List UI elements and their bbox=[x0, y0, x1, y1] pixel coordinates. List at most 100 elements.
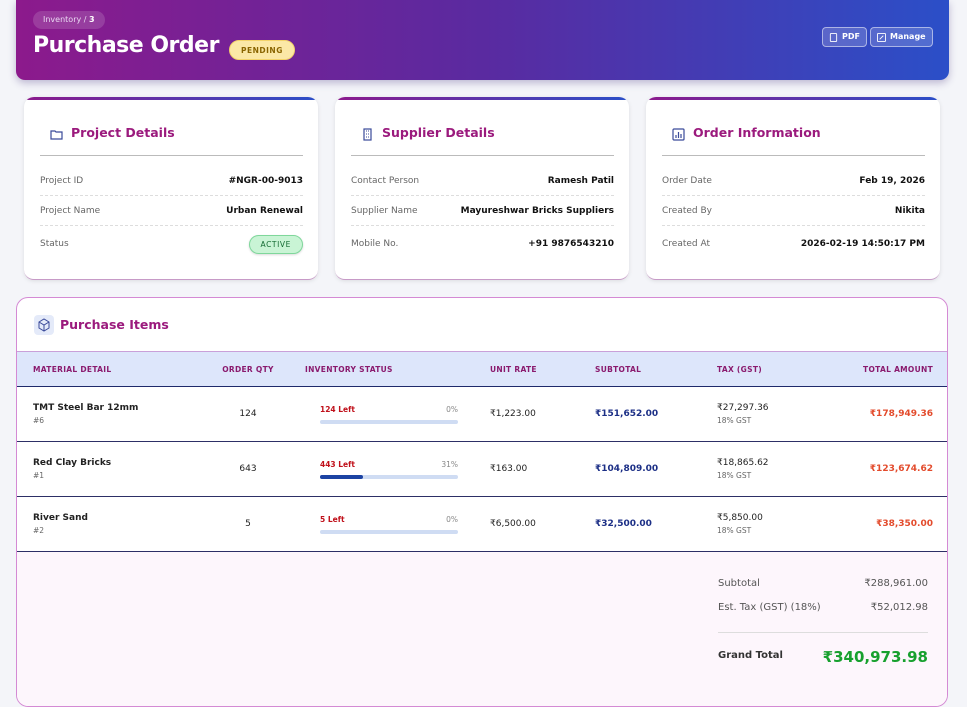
detail-row: Project Name Urban Renewal bbox=[40, 197, 303, 225]
detail-row: Created By Nikita bbox=[662, 197, 925, 225]
stock-left: 5 Left bbox=[320, 514, 345, 524]
divider bbox=[662, 155, 925, 156]
icon bbox=[50, 126, 63, 145]
progress-fill bbox=[320, 474, 363, 479]
value: Mayureshwar Bricks Suppliers bbox=[460, 206, 614, 216]
column-header: INVENTORY STATUS bbox=[289, 351, 474, 387]
cell: 443 Left 31% bbox=[289, 441, 474, 497]
value: +91 9876543210 bbox=[528, 239, 614, 249]
label: Est. Tax (GST) (18%) bbox=[718, 602, 821, 613]
tax: ₹27,297.36 bbox=[717, 403, 769, 413]
column-header: MATERIAL DETAIL bbox=[17, 351, 207, 387]
cell: ₹18,865.62 18% GST bbox=[701, 441, 841, 497]
cell: 643 bbox=[207, 441, 289, 497]
cell: TMT Steel Bar 12mm #6 bbox=[17, 386, 207, 442]
progress-track bbox=[320, 419, 458, 424]
stock-line: 124 Left 0% bbox=[320, 405, 458, 415]
label: Status bbox=[40, 239, 69, 249]
total-amount: ₹38,350.00 bbox=[841, 496, 947, 552]
breadcrumb: Inventory / 3 bbox=[33, 11, 105, 29]
header: Inventory / 3 Purchase Order PENDING PDF… bbox=[16, 0, 949, 80]
label: Created At bbox=[662, 239, 711, 249]
icon bbox=[34, 315, 54, 335]
separator bbox=[351, 225, 614, 226]
progress-track bbox=[320, 529, 458, 534]
grand-total-label: Grand Total bbox=[718, 650, 783, 661]
pdf-button[interactable]: PDF bbox=[822, 27, 867, 47]
value: ₹52,012.98 bbox=[870, 602, 928, 613]
detail-row: Status ACTIVE bbox=[40, 230, 303, 258]
detail-row: Order Date Feb 19, 2026 bbox=[662, 167, 925, 195]
button-label: PDF bbox=[842, 32, 860, 41]
cell: 5 bbox=[207, 496, 289, 552]
detail-row: Created At 2026-02-19 14:50:17 PM bbox=[662, 230, 925, 258]
stock-percent: 31% bbox=[441, 459, 458, 469]
grand-total-value: ₹340,973.98 bbox=[822, 648, 928, 666]
material-name: TMT Steel Bar 12mm bbox=[33, 403, 139, 413]
cell: 124 bbox=[207, 386, 289, 442]
detail-row: Mobile No. +91 9876543210 bbox=[351, 230, 614, 258]
label: Project Name bbox=[40, 206, 101, 216]
subtotal: ₹151,652.00 bbox=[579, 386, 701, 442]
item-row: River Sand #2 5 5 Left 0% ₹6,500.00 ₹32,500.00… bbox=[17, 496, 947, 552]
column-header: ORDER QTY bbox=[207, 351, 289, 387]
label: Subtotal bbox=[718, 578, 760, 589]
breadcrumb-current: 3 bbox=[89, 15, 95, 24]
label: Contact Person bbox=[351, 176, 420, 186]
divider bbox=[718, 632, 928, 633]
separator bbox=[40, 225, 303, 226]
tax-rate: 18% GST bbox=[717, 471, 752, 480]
progress-track bbox=[320, 474, 458, 479]
cell: 124 Left 0% bbox=[289, 386, 474, 442]
material-name: River Sand bbox=[33, 513, 88, 523]
item-row: TMT Steel Bar 12mm #6 124 124 Left 0% ₹1,223.… bbox=[17, 386, 947, 442]
unit-rate: ₹163.00 bbox=[474, 441, 579, 497]
page-title: Purchase Order bbox=[33, 33, 219, 58]
icon bbox=[877, 32, 886, 42]
items-panel: Purchase Items MATERIAL DETAIL ORDER QTY I… bbox=[16, 297, 948, 707]
label: Order Date bbox=[662, 176, 712, 186]
total-amount: ₹123,674.62 bbox=[841, 441, 947, 497]
tax-rate: 18% GST bbox=[717, 526, 752, 535]
card-title: Supplier Details bbox=[382, 125, 495, 140]
stock-line: 5 Left 0% bbox=[320, 515, 458, 525]
material-id: #1 bbox=[33, 471, 45, 480]
card-title: Order Information bbox=[693, 125, 821, 140]
separator bbox=[351, 195, 614, 196]
breadcrumb-separator: / bbox=[83, 15, 87, 24]
icon bbox=[361, 126, 374, 145]
manage-button[interactable]: Manage bbox=[870, 27, 933, 47]
breadcrumb-parent[interactable]: Inventory bbox=[43, 15, 82, 24]
cell: ₹5,850.00 18% GST bbox=[701, 496, 841, 552]
cell: ₹27,297.36 18% GST bbox=[701, 386, 841, 442]
column-header: UNIT RATE bbox=[474, 351, 579, 387]
label: Project ID bbox=[40, 176, 84, 186]
material-name: Red Clay Bricks bbox=[33, 458, 112, 468]
value: 2026-02-19 14:50:17 PM bbox=[800, 239, 925, 249]
column-header: TAX (GST) bbox=[701, 351, 841, 387]
stock-percent: 0% bbox=[446, 514, 458, 524]
stock-percent: 0% bbox=[446, 404, 458, 414]
info-card: Project Details Project ID #NGR-00-9013 Pro… bbox=[24, 97, 318, 280]
info-card: Order Information Order Date Feb 19, 2026 C… bbox=[646, 97, 940, 280]
label: Supplier Name bbox=[351, 206, 418, 216]
unit-rate: ₹1,223.00 bbox=[474, 386, 579, 442]
summary-row: Est. Tax (GST) (18%) ₹52,012.98 bbox=[718, 602, 928, 613]
column-header: SUBTOTAL bbox=[579, 351, 701, 387]
separator bbox=[662, 225, 925, 226]
value: #NGR-00-9013 bbox=[228, 176, 303, 186]
items-table: MATERIAL DETAIL ORDER QTY INVENTORY STATUS… bbox=[17, 351, 947, 552]
value: Urban Renewal bbox=[226, 206, 303, 216]
stock-line: 443 Left 31% bbox=[320, 460, 458, 470]
status-badge: PENDING bbox=[229, 40, 295, 60]
detail-row: Contact Person Ramesh Patil bbox=[351, 167, 614, 195]
cell: River Sand #2 bbox=[17, 496, 207, 552]
summary-row: Subtotal ₹288,961.00 bbox=[718, 578, 928, 589]
label: Mobile No. bbox=[351, 239, 399, 249]
divider bbox=[40, 155, 303, 156]
panel-title: Purchase Items bbox=[60, 317, 169, 332]
material-id: #2 bbox=[33, 526, 45, 535]
detail-row: Supplier Name Mayureshwar Bricks Supplier… bbox=[351, 197, 614, 225]
info-card: Supplier Details Contact Person Ramesh Pat… bbox=[335, 97, 629, 280]
